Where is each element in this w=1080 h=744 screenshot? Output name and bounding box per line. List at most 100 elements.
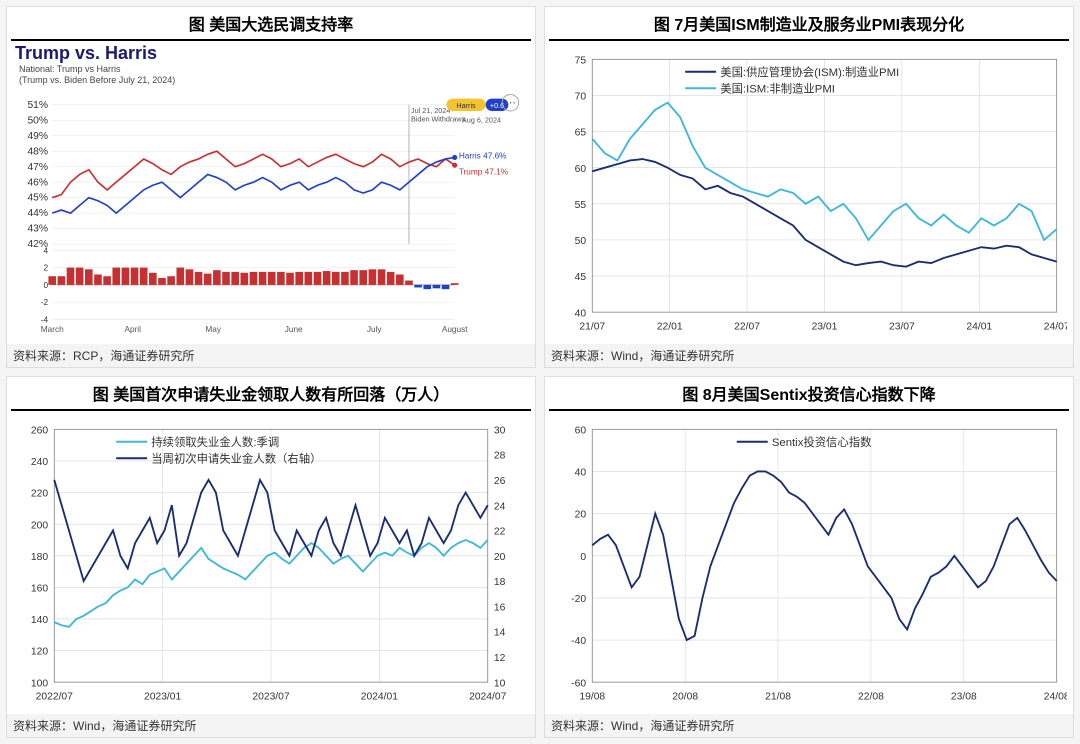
svg-text:May: May [205,324,221,333]
svg-text:2024/07: 2024/07 [469,692,507,703]
svg-text:Biden Withdraws: Biden Withdraws [411,114,466,123]
svg-text:24/08: 24/08 [1044,692,1067,703]
svg-text:75: 75 [575,55,587,66]
source: 资料来源：RCP，海通证券研究所 [7,344,535,367]
svg-text:40: 40 [575,468,587,479]
svg-text:50%: 50% [27,115,48,126]
svg-text:140: 140 [31,615,48,626]
poll-chart: 51%50%49%48%47%46%45%44%43%42%Jul 21, 20… [13,88,529,342]
title-rule [11,409,531,411]
svg-text:0: 0 [43,281,48,290]
svg-text:30: 30 [494,425,506,436]
svg-text:20/08: 20/08 [672,692,698,703]
svg-text:43%: 43% [27,223,48,234]
panel-poll: 图 美国大选民调支持率 Trump vs. Harris National: T… [6,6,536,368]
svg-text:20: 20 [494,552,506,563]
panel-jobless: 图 美国首次申请失业金领取人数有所回落（万人） 100 120 140 160 180 2… [6,376,536,738]
panel-sentix: 图 8月美国Sentix投资信心指数下降 -60 -40 -20 0 20 40 60 19/… [544,376,1074,738]
svg-text:2023/01: 2023/01 [144,692,182,703]
svg-text:4: 4 [43,246,48,255]
panel-pmi: 图 7月美国ISM制造业及服务业PMI表现分化 4045505560657075… [544,6,1074,368]
svg-text:60: 60 [575,164,587,175]
svg-text:2: 2 [43,263,48,272]
svg-text:28: 28 [494,451,506,462]
panel-title: 图 8月美国Sentix投资信心指数下降 [545,377,1073,409]
svg-text:-4: -4 [41,315,49,324]
svg-text:220: 220 [31,489,48,500]
panel-title: 图 美国大选民调支持率 [7,7,535,39]
svg-text:-60: -60 [571,678,586,689]
svg-text:20: 20 [575,510,587,521]
svg-text:22: 22 [494,527,506,538]
svg-text:60: 60 [575,425,587,436]
svg-text:200: 200 [31,520,48,531]
title-rule [549,409,1069,411]
svg-text:65: 65 [575,128,587,139]
svg-text:2022/07: 2022/07 [36,692,74,703]
svg-text:23/07: 23/07 [889,322,915,333]
svg-text:当周初次申请失业金人数（右轴）: 当周初次申请失业金人数（右轴） [151,451,321,465]
svg-text:March: March [41,324,64,333]
svg-text:24: 24 [494,501,506,512]
svg-text:24/07: 24/07 [1044,322,1067,333]
sentix-chart: -60 -40 -20 0 20 40 60 19/08 20/08 21/08 22/08 23/0… [551,415,1067,712]
pmi-chart: 404550556065707521/0722/0122/0723/0123/0… [551,45,1067,342]
svg-text:-20: -20 [571,594,586,605]
svg-text:April: April [124,324,141,333]
svg-text:51%: 51% [27,99,48,110]
svg-text:美国:ISM:非制造业PMI: 美国:ISM:非制造业PMI [720,81,835,95]
svg-text:持续领取失业金人数:季调: 持续领取失业金人数:季调 [151,435,279,449]
panel-title: 图 美国首次申请失业金领取人数有所回落（万人） [7,377,535,409]
poll-sub2: (Trump vs. Biden Before July 21, 2024) [7,75,535,86]
svg-text:120: 120 [31,647,48,658]
svg-text:45: 45 [575,272,587,283]
svg-text:180: 180 [31,552,48,563]
svg-text:August: August [442,324,468,333]
svg-text:47%: 47% [27,161,48,172]
svg-text:-40: -40 [571,636,586,647]
svg-text:24/01: 24/01 [966,322,992,333]
svg-text:48%: 48% [27,146,48,157]
chart-grid: 图 美国大选民调支持率 Trump vs. Harris National: T… [0,0,1080,744]
svg-text:-2: -2 [41,298,49,307]
svg-text:12: 12 [494,653,506,664]
svg-text:18: 18 [494,577,506,588]
svg-text:70: 70 [575,92,587,103]
svg-text:2024/01: 2024/01 [361,692,399,703]
svg-text:July: July [367,324,383,333]
svg-text:23/08: 23/08 [951,692,977,703]
svg-text:21/08: 21/08 [765,692,791,703]
svg-text:Sentix投资信心指数: Sentix投资信心指数 [772,435,872,449]
source: 资料来源：Wind，海通证券研究所 [545,714,1073,737]
source: 资料来源：Wind，海通证券研究所 [545,344,1073,367]
svg-text:⋯: ⋯ [505,97,515,108]
poll-title: Trump vs. Harris [7,43,535,64]
svg-text:260: 260 [31,425,48,436]
svg-text:23/01: 23/01 [812,322,838,333]
svg-text:14: 14 [494,628,506,639]
svg-text:16: 16 [494,602,506,613]
svg-text:50: 50 [575,236,587,247]
svg-text:22/08: 22/08 [858,692,884,703]
svg-text:46%: 46% [27,177,48,188]
source: 资料来源：Wind，海通证券研究所 [7,714,535,737]
svg-text:Harris: Harris [456,100,476,109]
svg-text:49%: 49% [27,130,48,141]
svg-text:10: 10 [494,678,506,689]
svg-text:22/07: 22/07 [734,322,760,333]
svg-text:Harris 47.6%: Harris 47.6% [459,151,507,160]
svg-text:美国:供应管理协会(ISM):制造业PMI: 美国:供应管理协会(ISM):制造业PMI [720,65,899,79]
svg-text:100: 100 [31,678,48,689]
svg-text:0: 0 [580,552,586,563]
jobless-chart: 1001201401601802002202402601012141618202… [13,415,529,712]
svg-text:160: 160 [31,583,48,594]
title-rule [549,39,1069,41]
svg-text:19/08: 19/08 [579,692,605,703]
panel-title: 图 7月美国ISM制造业及服务业PMI表现分化 [545,7,1073,39]
poll-sub1: National: Trump vs Harris [7,64,535,75]
svg-text:Trump 47.1%: Trump 47.1% [459,167,509,176]
svg-text:26: 26 [494,476,506,487]
svg-text:Aug 6, 2024: Aug 6, 2024 [462,115,501,124]
svg-text:240: 240 [31,457,48,468]
svg-text:21/07: 21/07 [579,322,605,333]
